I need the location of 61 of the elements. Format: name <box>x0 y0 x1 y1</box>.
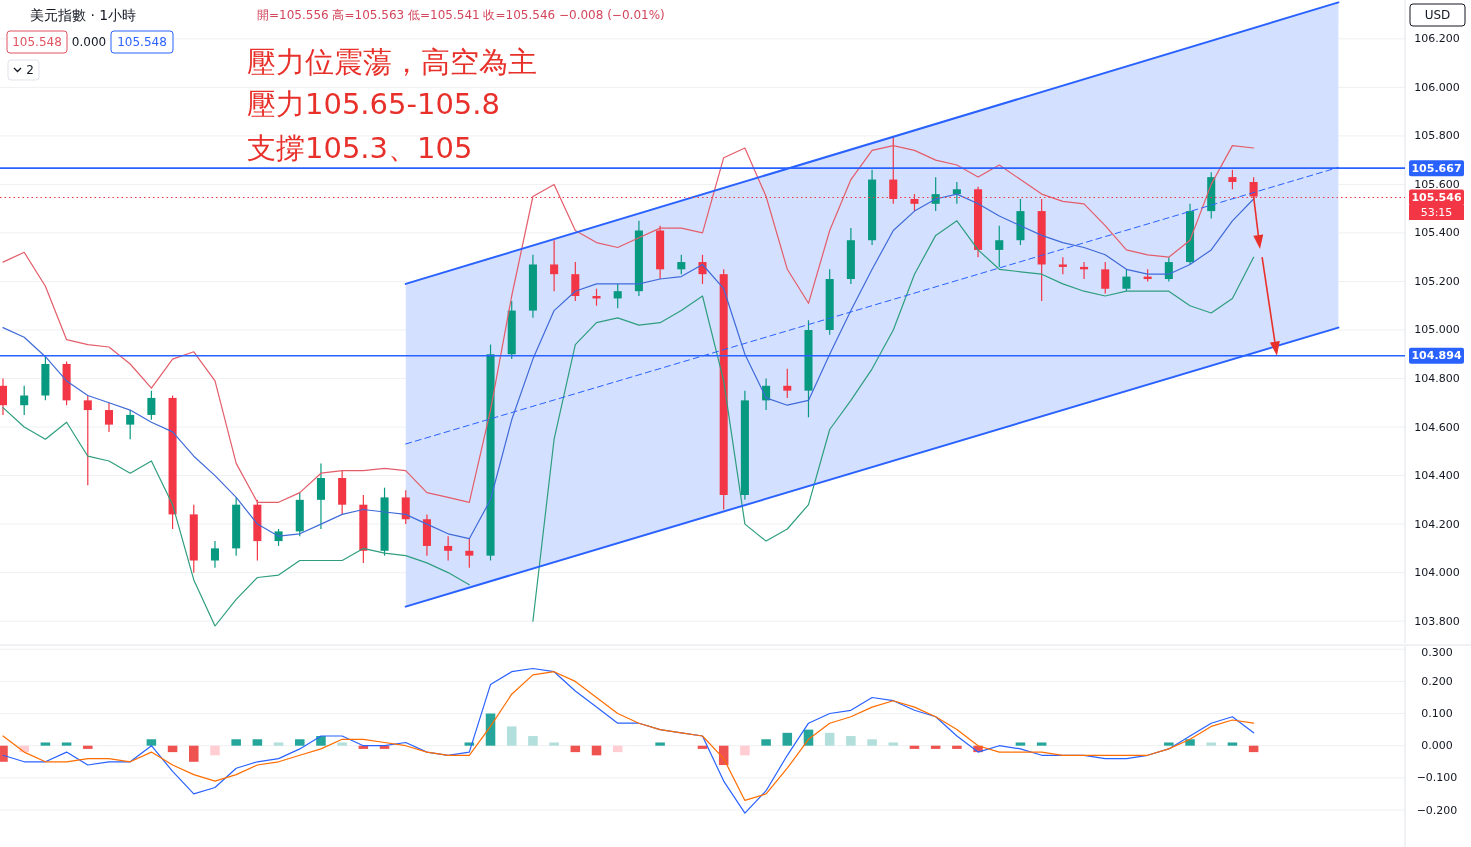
bar <box>1164 742 1174 746</box>
bar <box>231 739 241 746</box>
bar <box>1015 742 1026 746</box>
bar <box>83 745 93 749</box>
text: 53:15 <box>1420 206 1453 220</box>
bar <box>824 732 835 746</box>
bar <box>549 742 559 746</box>
y-tick-label: 105.200 <box>1414 274 1460 288</box>
ref-line-label: 104.894 <box>1411 349 1462 363</box>
text: 開=105.556 高=105.563 低=105.541 收=105.546 −0.008 (−0.01%) <box>257 8 665 22</box>
bar <box>210 745 220 756</box>
bar <box>528 736 538 746</box>
bar <box>846 736 856 746</box>
y-tick-label: 106.000 <box>1414 80 1460 94</box>
bar <box>506 726 517 746</box>
bar <box>294 739 305 746</box>
y-tick-label: 103.800 <box>1414 614 1460 628</box>
bar <box>867 739 877 746</box>
y-tick-label: 106.200 <box>1414 32 1460 46</box>
bar <box>273 742 284 746</box>
bar <box>1036 742 1047 746</box>
y-tick-label: 0.300 <box>1421 645 1453 659</box>
y-tick-label: 105.400 <box>1414 226 1460 240</box>
text: 美元指數 · 1小時 <box>30 7 137 23</box>
y-tick-label: 0.200 <box>1421 674 1453 688</box>
ref-line-label: 105.667 <box>1411 161 1462 175</box>
bar <box>655 742 665 746</box>
bar <box>252 739 263 746</box>
bar <box>761 739 771 746</box>
y-tick-label: 105.600 <box>1414 177 1460 191</box>
y-tick-label: −0.200 <box>1416 803 1458 817</box>
annotation: 支撐105.3、105 <box>247 131 473 165</box>
annotation: 2 <box>26 63 34 77</box>
annotation: 105.548 <box>117 35 167 49</box>
bar <box>740 745 750 756</box>
y-tick-label: 0.100 <box>1421 707 1453 721</box>
y-tick-label: 104.400 <box>1414 469 1460 483</box>
y-tick-label: 104.800 <box>1414 372 1460 386</box>
bar <box>40 742 51 746</box>
bar <box>146 739 157 746</box>
y-tick-label: 105.000 <box>1414 323 1460 337</box>
bar <box>782 732 793 746</box>
y-tick-label: 105.800 <box>1414 129 1460 143</box>
annotation: 105.548 <box>12 35 62 49</box>
ref-line-label: 105.546 <box>1411 191 1462 205</box>
y-tick-label: 104.200 <box>1414 517 1460 531</box>
bar <box>337 742 347 746</box>
y-tick-label: −0.100 <box>1416 771 1458 785</box>
bar <box>952 745 962 749</box>
bar <box>61 742 72 746</box>
y-tick-label: 104.000 <box>1414 566 1460 580</box>
text: USD <box>1424 8 1451 22</box>
y-tick-label: 0.000 <box>1421 739 1453 753</box>
annotation: 壓力位震蕩，高空為主 <box>247 45 537 79</box>
annotation: 壓力105.65-105.8 <box>247 87 500 121</box>
y-tick-label: 104.600 <box>1414 420 1460 434</box>
bar <box>189 745 199 762</box>
bar <box>1227 742 1238 746</box>
bar <box>888 742 899 746</box>
bar <box>1206 742 1216 746</box>
annotation: 0.000 <box>71 35 107 49</box>
